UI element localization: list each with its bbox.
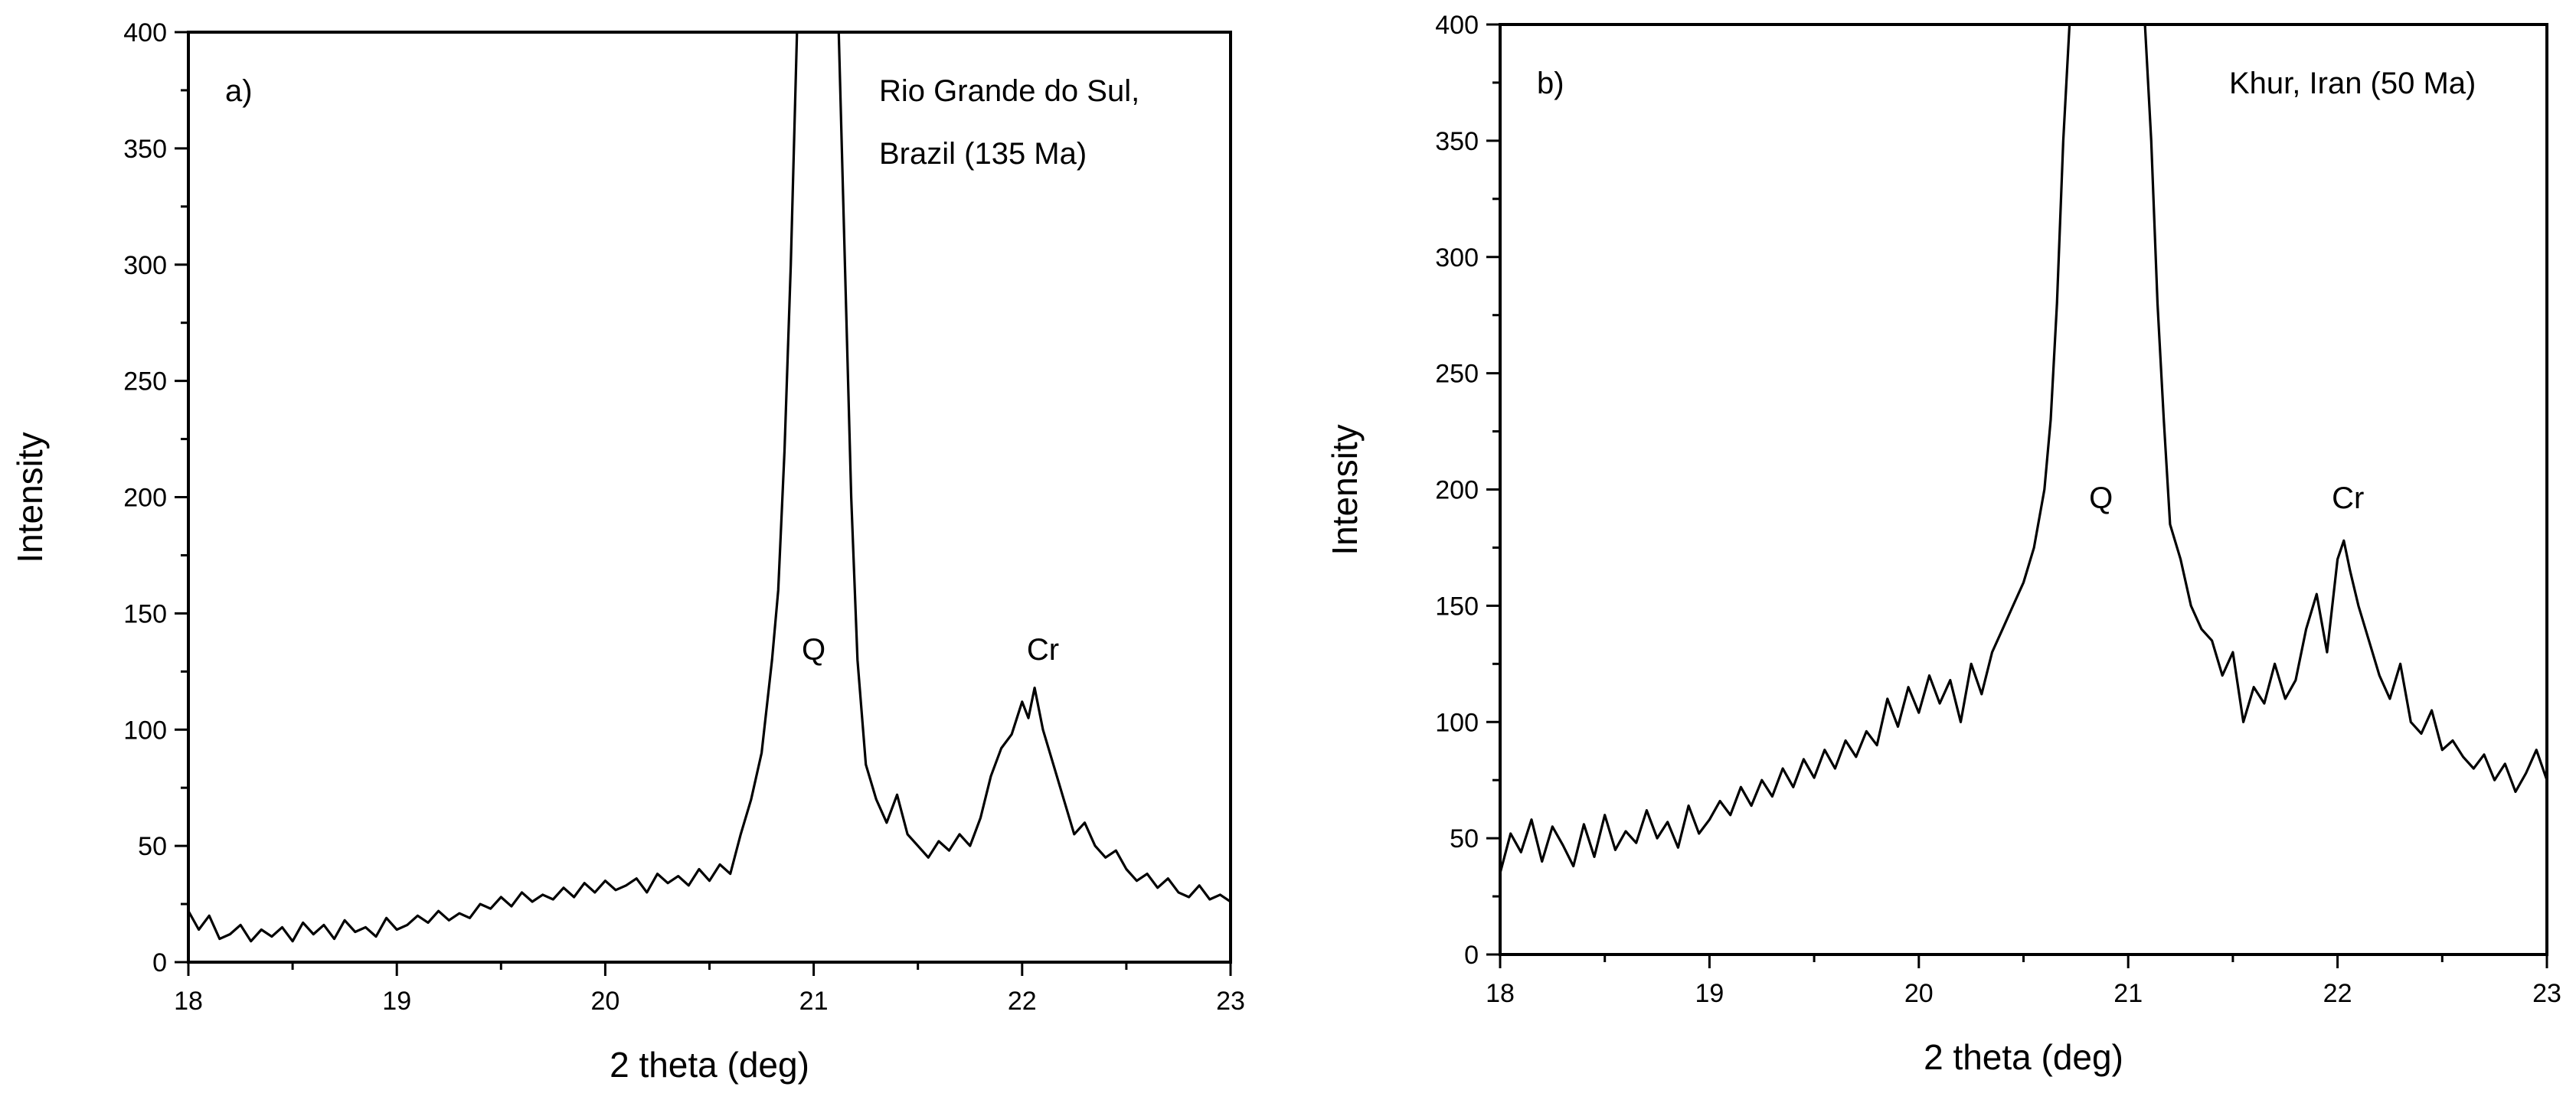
panel-b-label: b) (1537, 67, 1564, 100)
panel-a-plot-frame (187, 31, 1232, 964)
panel-a-y-tick-label: 250 (123, 367, 167, 396)
panel-a-y-axis-title: Intensity (10, 432, 50, 563)
panel-a-y-tick-label: 100 (123, 716, 167, 745)
panel-a-x-tick-label: 23 (1216, 987, 1245, 1016)
panel-b-peak-label-cr: Cr (2332, 481, 2364, 515)
panel-b-x-tick-label: 20 (1904, 979, 1934, 1008)
panel-a-y-tick-label: 200 (123, 484, 167, 513)
panel-a-location-label: Rio Grande do Sul, (879, 74, 1139, 108)
panel-a-y-tick-label: 50 (138, 832, 167, 861)
panel-b-x-tick-label: 22 (2323, 979, 2352, 1008)
panel-b-x-tick-label: 21 (2113, 979, 2143, 1008)
panel-b-y-tick-label: 150 (1435, 592, 1479, 621)
panel-a-chart: 18 19 20 21 22 23 0 50 100 150 200 250 300 350 400 2 th… (10, 18, 1245, 1085)
panel-b-y-axis-title: Intensity (1325, 424, 1365, 555)
panel-a-y-tick-label: 400 (123, 18, 167, 47)
panel-b-peak-label-q: Q (2089, 481, 2113, 515)
panel-a-x-tick-label: 21 (799, 987, 829, 1016)
panel-a-y-tick-label: 0 (152, 948, 167, 977)
panel-b-plot-frame (1499, 23, 2548, 956)
panel-b-x-tick-label: 19 (1695, 979, 1724, 1008)
panel-a-y-tick-label: 300 (123, 251, 167, 280)
panel-b-y-tick-label: 0 (1464, 941, 1479, 970)
panel-a-x-tick-label: 22 (1008, 987, 1037, 1016)
panel-a-xrd-trace (188, 32, 1231, 943)
panel-b-y-tick-label: 250 (1435, 360, 1479, 389)
panel-b-chart: 18 19 20 21 22 23 0 50 100 150 200 250 300 350 400 2 th… (1325, 11, 2561, 1077)
panel-a-x-tick-label: 18 (174, 987, 203, 1016)
panel-b-y-tick-label: 400 (1435, 11, 1479, 40)
panel-b-y-tick-label: 100 (1435, 708, 1479, 737)
panel-b-x-tick-label: 23 (2532, 979, 2561, 1008)
panel-b-y-tick-label: 300 (1435, 243, 1479, 272)
panel-a-y-tick-label: 350 (123, 135, 167, 164)
panel-a-label: a) (225, 74, 253, 108)
panel-a-x-axis-title: 2 theta (deg) (610, 1045, 809, 1085)
panel-b-y-tick-label: 50 (1450, 824, 1479, 853)
panel-a-y-tick-label: 150 (123, 599, 167, 628)
panel-b-location-label: Khur, Iran (50 Ma) (2229, 67, 2476, 100)
panel-b-y-tick-label: 200 (1435, 476, 1479, 505)
panel-a-peak-label-cr: Cr (1027, 633, 1059, 667)
panel-b-xrd-trace (1500, 24, 2547, 874)
panel-a-x-tick-label: 19 (382, 987, 411, 1016)
panel-b-x-tick-label: 18 (1486, 979, 1515, 1008)
panel-b-x-axis-title: 2 theta (deg) (1924, 1037, 2123, 1077)
panel-a-x-tick-label: 20 (590, 987, 619, 1016)
panel-a-peak-label-q: Q (802, 633, 825, 667)
panel-a-location-label: Brazil (135 Ma) (879, 137, 1087, 171)
panel-b-y-tick-label: 350 (1435, 127, 1479, 156)
